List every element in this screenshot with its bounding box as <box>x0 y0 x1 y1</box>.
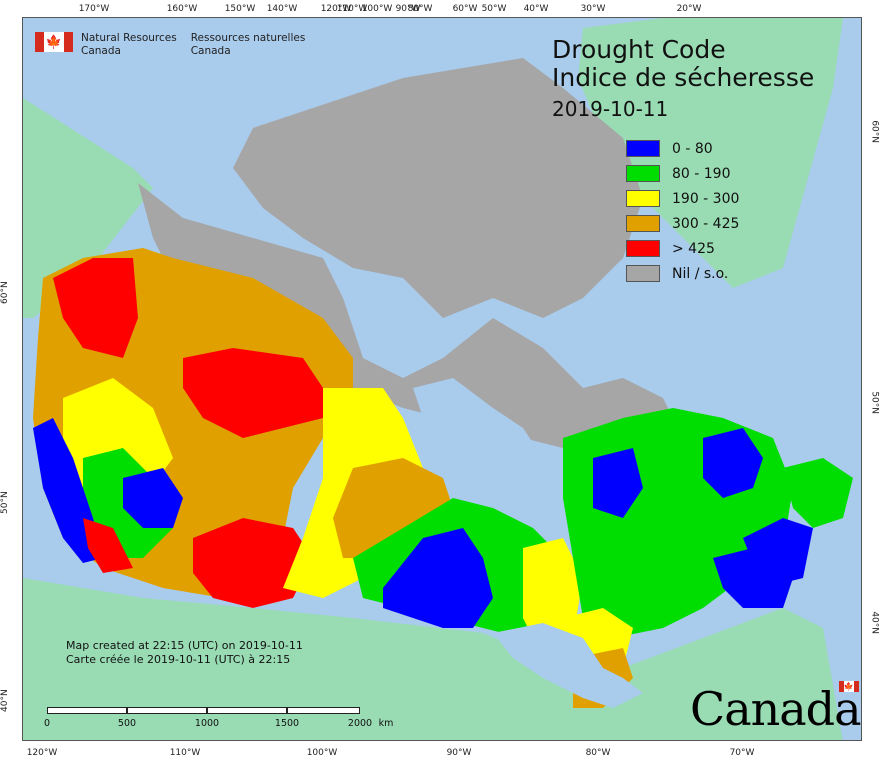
nrcan-name-fr: Ressources naturelles Canada <box>191 32 306 58</box>
nrcan-logo: 🍁 Natural Resources Canada Ressources na… <box>35 32 319 58</box>
region-0-80-labrador <box>703 428 763 498</box>
graticule-label-left: 60°N <box>0 281 10 304</box>
graticule-label-right: 50°N <box>870 391 880 414</box>
canada-flag-icon: 🍁 <box>838 681 859 692</box>
legend-label: 300 - 425 <box>672 215 740 232</box>
graticule-label-bottom: 110°W <box>169 748 201 758</box>
legend-item: 0 - 80 <box>626 136 739 161</box>
legend-label: Nil / s.o. <box>672 265 729 282</box>
region-0-80-bc-interior <box>123 468 183 528</box>
scale-label: 2000 <box>347 718 373 729</box>
nrcan-en-line2: Canada <box>81 45 121 57</box>
scale-segment <box>47 707 127 714</box>
legend-label: > 425 <box>672 240 715 257</box>
creation-note-fr: Carte créée le 2019-10-11 (UTC) à 22:15 <box>66 653 291 666</box>
graticule-label-right: 40°N <box>870 611 880 634</box>
scale-segment <box>127 707 207 714</box>
graticule-label-top: 110°W <box>336 4 368 14</box>
greenland-land <box>578 18 843 288</box>
graticule-label-bottom: 120°W <box>26 748 58 758</box>
scale-label: 0 <box>43 718 51 729</box>
region-gt425-yukon <box>53 258 138 358</box>
region-nil-islands <box>233 58 643 318</box>
region-0-80-ontario <box>383 528 493 628</box>
legend-swatch <box>626 215 660 232</box>
graticule-label-top: 150°W <box>224 4 256 14</box>
alaska-land <box>23 98 153 318</box>
graticule-label-top: 170°W <box>78 4 110 14</box>
scale-label: 1000 <box>194 718 220 729</box>
graticule-label-top: 50°W <box>481 4 507 14</box>
graticule-label-right: 60°N <box>870 120 880 143</box>
graticule-label-bottom: 80°W <box>585 748 611 758</box>
legend-swatch <box>626 265 660 282</box>
creation-note-en: Map created at 22:15 (UTC) on 2019-10-11 <box>66 639 303 652</box>
nrcan-en-line1: Natural Resources <box>81 32 177 44</box>
graticule-label-left: 40°N <box>0 689 10 712</box>
scale-segment <box>207 707 287 714</box>
legend-label: 0 - 80 <box>672 140 713 157</box>
scale-label: 1500 <box>274 718 300 729</box>
legend: 0 - 80 80 - 190 190 - 300 300 - 425 > 42… <box>626 136 739 286</box>
region-80-190-newfoundland <box>783 458 853 528</box>
graticule-label-left: 50°N <box>0 491 10 514</box>
legend-item: 190 - 300 <box>626 186 739 211</box>
title-en: Drought Code <box>552 35 726 64</box>
legend-swatch <box>626 140 660 157</box>
graticule-label-top: 80°W <box>407 4 433 14</box>
graticule-label-top: 160°W <box>166 4 198 14</box>
graticule-label-bottom: 70°W <box>729 748 755 758</box>
creation-note: Map created at 22:15 (UTC) on 2019-10-11… <box>66 639 303 667</box>
region-gt425-bc-south <box>83 518 133 573</box>
map-title: Drought Code Indice de sécheresse 2019-1… <box>552 36 814 122</box>
legend-item: 80 - 190 <box>626 161 739 186</box>
graticule-label-top: 40°W <box>523 4 549 14</box>
canada-wordmark: Canada 🍁 <box>690 681 861 736</box>
great-lakes <box>493 623 643 708</box>
graticule-label-top: 30°W <box>580 4 606 14</box>
nrcan-fr-line2: Canada <box>190 45 231 57</box>
scale-label: 500 <box>117 718 137 729</box>
canada-wordmark-text: Canada <box>690 682 861 736</box>
scale-segment <box>287 707 360 714</box>
legend-item: > 425 <box>626 236 739 261</box>
region-gt425-nwt <box>183 348 323 438</box>
graticule-label-top: 120°W <box>320 4 352 14</box>
region-0-80-maritimes <box>743 518 813 588</box>
legend-label: 80 - 190 <box>672 165 731 182</box>
region-0-80-quebec-north <box>593 448 643 518</box>
graticule-label-bottom: 100°W <box>306 748 338 758</box>
drought-code-map: 🍁 Natural Resources Canada Ressources na… <box>22 17 862 741</box>
nrcan-fr-line1: Ressources naturelles <box>190 32 306 44</box>
graticule-label-top: 100°W <box>361 4 393 14</box>
legend-swatch <box>626 240 660 257</box>
hudson-bay <box>413 378 553 518</box>
legend-item: Nil / s.o. <box>626 261 739 286</box>
title-date: 2019-10-11 <box>552 97 669 121</box>
legend-swatch <box>626 165 660 182</box>
graticule-label-bottom: 90°W <box>446 748 472 758</box>
nrcan-name-en: Natural Resources Canada <box>81 32 177 58</box>
legend-swatch <box>626 190 660 207</box>
legend-label: 190 - 300 <box>672 190 740 207</box>
canada-flag-icon: 🍁 <box>35 32 73 52</box>
graticule-label-top: 90°W <box>395 4 421 14</box>
graticule-label-top: 140°W <box>266 4 298 14</box>
map-canvas <box>23 18 853 740</box>
graticule-label-top: 60°W <box>452 4 478 14</box>
region-nil-arctic <box>138 183 673 468</box>
scale-bar: 0 500 1000 1500 2000 km <box>43 707 393 737</box>
region-gt425-prairies <box>193 518 313 608</box>
usa-land <box>23 578 843 740</box>
legend-item: 300 - 425 <box>626 211 739 236</box>
scale-unit: km <box>378 718 394 729</box>
graticule-label-top: 20°W <box>676 4 702 14</box>
title-fr: Indice de sécheresse <box>552 63 815 92</box>
